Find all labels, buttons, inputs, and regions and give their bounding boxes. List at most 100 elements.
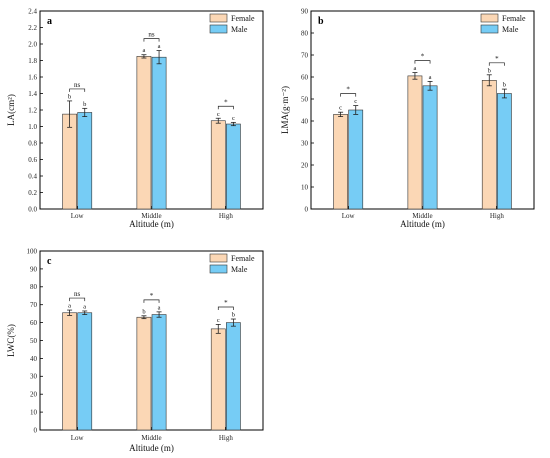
bar-female: [136, 56, 152, 210]
legend-swatch-male: [209, 24, 228, 34]
y-tick-label: 20: [30, 391, 38, 399]
bar-female: [210, 120, 226, 210]
significance-mark: *: [495, 55, 499, 63]
x-tick-label: Middle: [412, 212, 432, 220]
significance-letter: c: [217, 317, 220, 324]
y-tick-label: 70: [30, 301, 38, 309]
significance-letter: b: [83, 101, 86, 108]
significance-bracket: [69, 88, 86, 92]
x-tick-label: Middle: [141, 434, 161, 442]
bar-male: [497, 93, 512, 210]
bar-female: [210, 328, 226, 431]
y-axis-label: LA(cm²): [6, 94, 16, 126]
legend-swatch-male: [480, 24, 499, 34]
bar-male: [151, 314, 167, 431]
bar-female: [62, 312, 77, 431]
panel-label: b: [318, 16, 324, 27]
y-tick-label: 2.4: [28, 7, 37, 15]
significance-bracket: [488, 62, 505, 66]
y-tick-label: 90: [30, 265, 38, 273]
significance-letter: c: [339, 105, 342, 112]
panel-b-chart: 0 10 20 30 40 50 60 70 80 90 Low c c * Middle a a * High b b…: [280, 7, 535, 229]
y-tick-label: 0.0: [28, 205, 37, 213]
significance-bracket: [217, 105, 234, 110]
bar-female: [136, 316, 152, 431]
y-tick-label: 2.0: [28, 40, 37, 48]
bar-male: [348, 109, 364, 210]
significance-bracket: [340, 93, 357, 97]
significance-letter: b: [488, 67, 491, 74]
y-tick-label: 60: [301, 73, 309, 81]
bar-male: [151, 56, 167, 210]
y-tick-label: 1.8: [28, 57, 37, 65]
panel-label: c: [47, 256, 52, 267]
y-tick-label: 0.6: [28, 156, 37, 164]
significance-mark: *: [346, 86, 350, 94]
legend-swatch-female: [480, 13, 499, 23]
x-tick-label: High: [490, 212, 505, 220]
y-tick-label: 0: [305, 205, 309, 213]
panel-a-chart: 0.0 0.2 0.4 0.6 0.8 1.0 1.2 1.4 1.6 1.8 2.0 2.2 2.4 L…: [6, 7, 264, 229]
y-tick-label: 30: [30, 373, 38, 381]
legend-label: Male: [231, 265, 248, 274]
y-tick-label: 40: [30, 355, 38, 363]
y-tick-label: 50: [30, 337, 38, 345]
significance-letter: c: [354, 98, 357, 105]
significance-letter: b: [503, 82, 506, 89]
bar-male: [226, 322, 241, 431]
y-tick-label: 20: [301, 161, 309, 169]
y-tick-label: 1.6: [28, 73, 37, 81]
significance-mark: *: [421, 53, 425, 61]
bar-female: [481, 80, 497, 210]
x-axis-label: Altitude (m): [400, 219, 445, 229]
y-tick-label: 100: [27, 247, 38, 255]
y-tick-label: 0.2: [28, 189, 37, 197]
y-tick-label: 30: [301, 139, 309, 147]
legend-label: Male: [502, 25, 519, 34]
y-tick-label: 50: [301, 95, 309, 103]
y-tick-label: 1.4: [28, 90, 37, 98]
significance-letter: b: [142, 308, 145, 315]
x-tick-label: High: [219, 212, 234, 220]
significance-mark: *: [150, 292, 154, 300]
panel-label: a: [47, 16, 52, 27]
y-tick-label: 0: [34, 426, 38, 434]
y-tick-label: 70: [301, 51, 309, 59]
significance-letter: c: [217, 111, 220, 118]
legend-label: Male: [231, 25, 248, 34]
y-tick-label: 1.0: [28, 123, 37, 131]
significance-mark: ns: [148, 31, 155, 39]
y-tick-label: 40: [301, 117, 309, 125]
significance-bracket: [143, 299, 160, 303]
y-tick-label: 80: [301, 29, 309, 37]
bar-female: [62, 113, 77, 210]
significance-letter: a: [429, 74, 432, 81]
x-tick-label: Low: [71, 434, 85, 442]
y-axis-label: LWC(%): [6, 324, 16, 357]
y-tick-label: 1.2: [28, 106, 37, 114]
significance-letter: a: [158, 43, 161, 50]
y-tick-label: 90: [301, 7, 309, 15]
bar-female: [407, 75, 423, 210]
x-tick-label: Low: [71, 212, 85, 220]
y-tick-label: 80: [30, 283, 38, 291]
x-tick-label: Low: [342, 212, 356, 220]
significance-bracket: [143, 38, 160, 42]
significance-bracket: [217, 306, 234, 311]
legend-label: Female: [502, 14, 526, 23]
significance-bracket: [69, 297, 86, 302]
significance-letter: a: [142, 47, 145, 54]
x-tick-label: Middle: [141, 212, 161, 220]
significance-mark: *: [224, 299, 228, 307]
x-axis-label: Altitude (m): [129, 443, 174, 453]
bar-male: [226, 123, 241, 210]
bar-female: [333, 114, 348, 210]
y-tick-label: 0.8: [28, 139, 37, 147]
y-tick-label: 2.2: [28, 24, 37, 32]
bar-male: [77, 312, 93, 431]
significance-mark: ns: [74, 81, 81, 89]
legend-label: Female: [231, 14, 255, 23]
significance-letter: c: [232, 115, 235, 122]
